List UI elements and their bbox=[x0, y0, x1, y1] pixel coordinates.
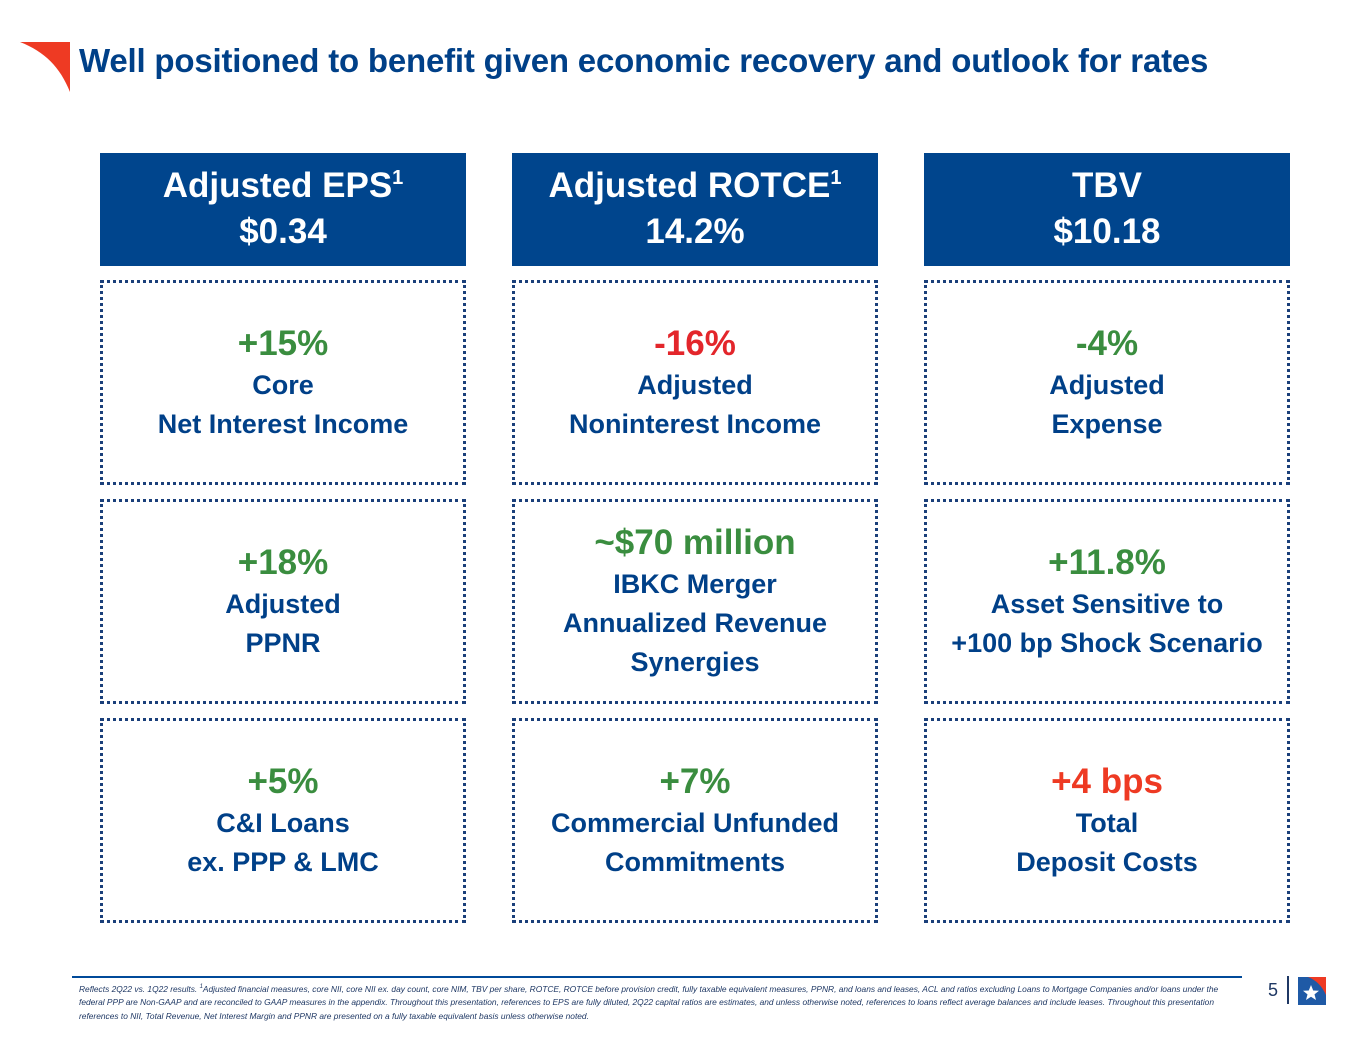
metric-value: +15% bbox=[237, 323, 329, 363]
metric-label: Annualized Revenue bbox=[562, 608, 828, 638]
metric-label: Noninterest Income bbox=[568, 408, 822, 439]
metric-box: +11.8% Asset Sensitive to +100 bp Shock … bbox=[924, 499, 1290, 704]
metric-box: +7% Commercial Unfunded Commitments bbox=[512, 718, 878, 923]
footnote-superscript: 1 bbox=[199, 984, 203, 990]
metric-label: PPNR bbox=[245, 627, 321, 658]
metric-label: Adjusted bbox=[225, 588, 341, 619]
metric-label: +100 bp Shock Scenario bbox=[951, 627, 1263, 658]
metric-value: ~$70 million bbox=[594, 523, 796, 562]
metric-label: Commitments bbox=[604, 846, 786, 877]
metric-label: Commercial Unfunded bbox=[550, 807, 840, 838]
metric-box: -4% Adjusted Expense bbox=[924, 280, 1290, 485]
footnote-text: Adjusted financial measures, core NII, c… bbox=[79, 983, 1219, 1021]
footnote-text: Reflects 2Q22 vs. 1Q22 results. bbox=[79, 983, 200, 994]
metric-label: IBKC Merger bbox=[613, 569, 777, 599]
metric-value: +5% bbox=[247, 761, 319, 801]
metric-value: -16% bbox=[654, 323, 736, 363]
star-logo-icon bbox=[1298, 977, 1326, 1005]
metric-label: Adjusted bbox=[1049, 369, 1165, 400]
column-tbv: TBV $10.18 -4% Adjusted Expense +11.8% A… bbox=[924, 153, 1290, 923]
metric-label: Synergies bbox=[630, 647, 760, 677]
metric-value: +18% bbox=[237, 542, 329, 582]
header-card: Adjusted ROTCE1 14.2% bbox=[512, 153, 878, 266]
metric-box: ~$70 million IBKC Merger Annualized Reve… bbox=[512, 499, 878, 704]
slide-title: Well positioned to benefit given economi… bbox=[79, 42, 1209, 79]
metric-box: +15% Core Net Interest Income bbox=[100, 280, 466, 485]
header-card: TBV $10.18 bbox=[924, 153, 1290, 266]
page-number: 5 bbox=[1268, 980, 1279, 1000]
header-card: Adjusted EPS1 $0.34 bbox=[100, 153, 466, 266]
column-adjusted-eps: Adjusted EPS1 $0.34 +15% Core Net Intere… bbox=[100, 153, 466, 923]
corner-flag-icon bbox=[20, 42, 70, 92]
header-value: 14.2% bbox=[645, 212, 745, 251]
metric-label: Adjusted bbox=[637, 369, 753, 400]
metric-value: +4 bps bbox=[1051, 761, 1163, 801]
metric-label: Expense bbox=[1051, 408, 1163, 439]
header-title: Adjusted EPS bbox=[162, 166, 393, 205]
header-title: TBV bbox=[1072, 166, 1142, 205]
header-superscript: 1 bbox=[830, 167, 842, 189]
header-superscript: 1 bbox=[392, 167, 404, 189]
metric-label: Core bbox=[252, 369, 314, 400]
metric-box: +18% Adjusted PPNR bbox=[100, 499, 466, 704]
footnote-divider bbox=[72, 976, 1242, 978]
metric-value: -4% bbox=[1075, 323, 1139, 363]
metric-label: Total bbox=[1075, 807, 1139, 838]
header-value: $10.18 bbox=[1053, 212, 1161, 251]
metric-box: -16% Adjusted Noninterest Income bbox=[512, 280, 878, 485]
metric-label: Net Interest Income bbox=[157, 408, 409, 439]
metric-box: +5% C&I Loans ex. PPP & LMC bbox=[100, 718, 466, 923]
metric-label: Asset Sensitive to bbox=[990, 588, 1224, 619]
metric-label: Deposit Costs bbox=[1016, 846, 1198, 877]
footnote: Reflects 2Q22 vs. 1Q22 results. 1Adjuste… bbox=[79, 981, 1229, 1023]
metric-value: +7% bbox=[659, 761, 731, 801]
header-value: $0.34 bbox=[239, 212, 327, 251]
header-title: Adjusted ROTCE bbox=[548, 166, 831, 205]
metric-label: ex. PPP & LMC bbox=[187, 846, 379, 877]
metric-value: +11.8% bbox=[1048, 542, 1166, 582]
page-number-divider bbox=[1287, 976, 1289, 1004]
metric-box: +4 bps Total Deposit Costs bbox=[924, 718, 1290, 923]
column-adjusted-rotce: Adjusted ROTCE1 14.2% -16% Adjusted Noni… bbox=[512, 153, 878, 923]
metric-label: C&I Loans bbox=[216, 807, 350, 838]
